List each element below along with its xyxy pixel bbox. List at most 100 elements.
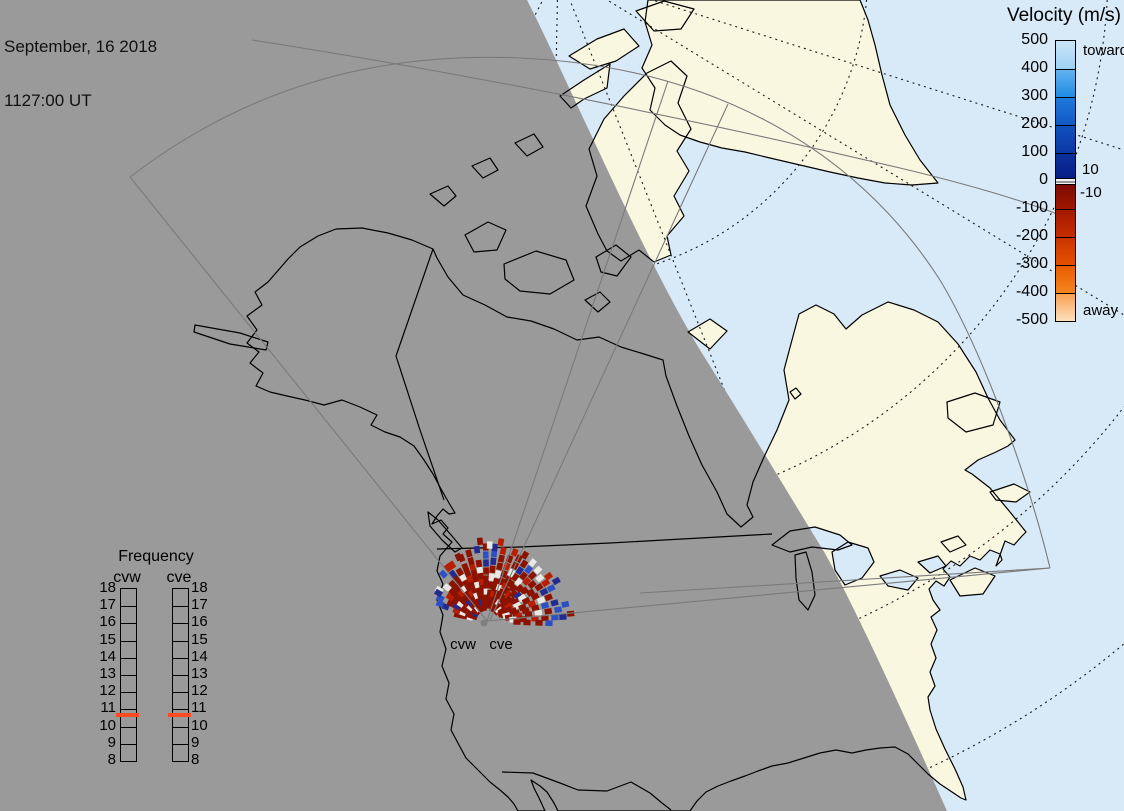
frequency-tick-label: 13 [191,665,208,682]
velocity-tick-label: -500 [1015,311,1048,328]
frequency-tick-label: 12 [99,682,116,700]
velocity-cell [534,609,543,617]
frequency-bar-cvw [120,588,137,762]
frequency-tick-label: 13 [99,665,116,682]
velocity-cell [524,565,533,575]
frequency-tick-label: 15 [191,630,208,648]
velocity-cell [433,588,444,598]
velocity-cell [519,559,529,569]
velocity-cell [543,571,554,581]
velocity-segment [1056,153,1075,179]
velocity-cell [483,575,490,583]
velocity-cell [533,565,543,575]
velocity-cell [505,554,514,564]
toward-label: toward [1083,42,1124,59]
frequency-tick-label: 12 [191,682,208,700]
frequency-bar-divider [121,606,136,608]
velocity-tick-label: 400 [1021,59,1048,76]
velocity-cell [499,546,507,555]
frequency-tick-label: 8 [107,751,116,768]
frequency-bar-divider [121,675,136,676]
radar-label-cvw: cvw [450,636,476,653]
velocity-cell [519,586,529,596]
velocity-cell [455,567,465,577]
graticule-parallel-low [639,567,1051,594]
frequency-tick-label: 10 [191,716,208,734]
velocity-cell [545,620,553,627]
date-text: September, 16 2018 [4,37,158,56]
threshold-label-neg: -10 [1080,184,1102,201]
velocity-segment [1056,183,1075,209]
velocity-cell [515,566,525,576]
velocity-tick-label: -400 [1015,283,1048,300]
us-mexico-border [501,771,672,811]
velocity-cell [435,600,445,608]
velocity-cell [535,573,545,583]
velocity-colorbar [1055,40,1076,322]
velocity-cell [519,571,528,581]
velocity-cell [506,579,516,589]
velocity-cell [554,606,563,614]
velocity-cell [490,549,498,558]
velocity-segment [1056,41,1075,69]
frequency-bar-divider [173,709,188,711]
fov-east-edge [486,567,1051,622]
velocity-cell [454,552,463,562]
frequency-bar-divider [173,675,188,676]
frequency-tick-label: 11 [100,699,116,717]
alaska-border [395,248,445,501]
velocity-cell [514,577,523,587]
frequency-bar-divider [121,623,136,625]
velocity-cell [478,577,485,586]
velocity-cell [510,548,519,557]
frequency-tick-label: 10 [99,716,116,734]
velocity-cell [527,571,537,581]
velocity-cell [475,559,483,568]
velocity-cell [503,590,513,600]
timestamp-block: September, 16 2018 1127:00 UT [4,2,157,146]
frequency-tick-label: 8 [191,751,200,768]
velocity-cell [566,610,575,617]
velocity-tick-label: 0 [1039,171,1048,188]
velocity-cell [530,592,540,601]
away-label: away [1083,302,1119,319]
velocity-cell [513,591,523,601]
velocity-cell [476,565,484,574]
velocity-cell [448,569,458,579]
velocity-cell [442,583,452,593]
velocity-cell [508,583,518,593]
velocity-cell [467,556,475,566]
velocity-tick-label: 100 [1021,143,1048,160]
velocity-segment [1056,178,1075,184]
velocity-cell [510,572,520,582]
velocity-segment [1056,209,1075,237]
fov-outer-arc [129,56,1051,569]
frequency-bar-divider [121,726,136,728]
velocity-segment [1056,97,1075,125]
velocity-cell [489,565,496,574]
frequency-bar-divider [121,743,136,745]
velocity-cell [544,593,553,602]
velocity-segment [1056,265,1075,293]
frequency-tick-label: 17 [191,596,208,614]
velocity-cell [448,579,458,589]
time-text: 1127:00 UT [4,91,92,110]
velocity-cell [497,554,505,563]
velocity-cell [513,619,521,625]
velocity-cell [523,619,531,626]
frequency-bar-divider [173,726,188,728]
frequency-tick-label: 9 [191,733,200,751]
night-shade-terminator [0,0,947,811]
frequency-bar-divider [121,709,136,711]
velocity-cell [490,557,497,566]
velocity-cell [496,562,504,571]
velocity-cell [539,587,549,597]
velocity-cell [559,614,567,620]
velocity-cell [551,576,561,586]
velocity-cell [446,599,456,608]
velocity-cell [491,543,498,552]
velocity-cell [517,593,527,603]
frequency-bar-divider [173,743,188,745]
